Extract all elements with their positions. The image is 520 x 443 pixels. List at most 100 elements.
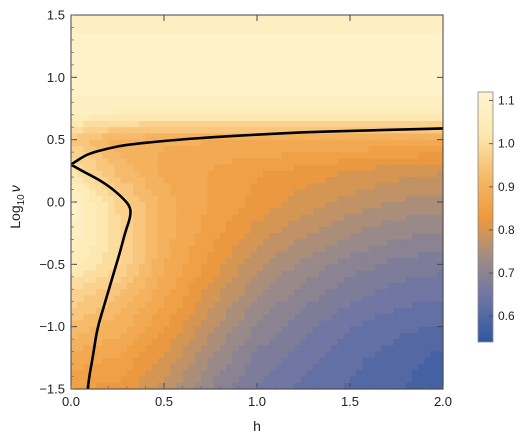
- heat-cell: [412, 158, 419, 166]
- heat-cell: [244, 345, 252, 353]
- heat-cell: [368, 301, 376, 309]
- heat-cell: [170, 195, 177, 203]
- heat-cell: [387, 270, 394, 278]
- heat-cell: [356, 233, 363, 240]
- heat-cell: [102, 120, 109, 128]
- heat-cell: [257, 220, 264, 228]
- heat-cell: [312, 83, 320, 91]
- heat-cell: [356, 52, 363, 60]
- heat-cell: [176, 170, 184, 178]
- heat-cell: [312, 64, 320, 72]
- heat-cell: [244, 170, 252, 178]
- heat-cell: [393, 345, 401, 353]
- heat-cell: [226, 214, 233, 222]
- heat-cell: [232, 326, 239, 334]
- heat-cell: [393, 339, 401, 346]
- heat-cell: [356, 351, 363, 359]
- heat-cell: [120, 64, 128, 72]
- heat-cell: [95, 251, 103, 259]
- heat-cell: [164, 114, 171, 122]
- heat-cell: [182, 364, 190, 371]
- heat-cell: [102, 77, 109, 85]
- heat-cell: [95, 39, 103, 47]
- heat-cell: [294, 170, 301, 178]
- heat-cell: [381, 27, 388, 35]
- heat-cell: [374, 33, 382, 41]
- heat-cell: [114, 332, 122, 340]
- heat-cell: [288, 326, 295, 334]
- heat-cell: [102, 283, 109, 290]
- heat-cell: [145, 108, 153, 116]
- heat-cell: [300, 133, 308, 141]
- heat-cell: [430, 357, 438, 365]
- heat-cell: [343, 314, 351, 322]
- heat-cell: [238, 195, 246, 203]
- heat-cell: [114, 276, 122, 284]
- heat-cell: [108, 264, 115, 272]
- heat-cell: [176, 345, 184, 353]
- heat-cell: [170, 120, 177, 128]
- heat-cell: [83, 108, 91, 116]
- heat-cell: [418, 226, 425, 234]
- heat-cell: [405, 52, 413, 60]
- heat-cell: [207, 145, 215, 153]
- heat-cell: [350, 108, 357, 116]
- heat-cell: [374, 145, 382, 153]
- heat-cell: [436, 170, 444, 178]
- heat-cell: [133, 33, 140, 41]
- heat-cell: [139, 71, 146, 78]
- heat-cell: [114, 96, 122, 103]
- heat-cell: [213, 83, 221, 91]
- heat-cell: [126, 83, 134, 91]
- heat-cell: [356, 245, 363, 253]
- heat-cell: [294, 102, 301, 110]
- heat-cell: [381, 83, 388, 91]
- heat-cell: [436, 27, 444, 35]
- heat-cell: [244, 102, 252, 110]
- heat-cell: [164, 170, 171, 178]
- heat-cell: [219, 170, 227, 178]
- heat-cell: [133, 332, 140, 340]
- heat-cell: [343, 139, 351, 147]
- heat-cell: [226, 364, 233, 371]
- heat-cell: [381, 376, 388, 384]
- heat-cell: [250, 320, 258, 328]
- heat-cell: [281, 27, 289, 35]
- heat-cell: [244, 339, 252, 346]
- heat-cell: [319, 226, 326, 234]
- heat-cell: [405, 77, 413, 85]
- heat-cell: [275, 320, 283, 328]
- heat-cell: [300, 208, 308, 216]
- heat-cell: [418, 152, 425, 159]
- heat-cell: [294, 208, 301, 216]
- heat-cell: [263, 264, 270, 272]
- heat-cell: [350, 233, 357, 240]
- heat-cell: [436, 46, 444, 53]
- heat-cell: [381, 33, 388, 41]
- heat-cell: [145, 52, 153, 60]
- heat-cell: [133, 283, 140, 290]
- heat-cell: [250, 314, 258, 322]
- heat-cell: [368, 114, 376, 122]
- heat-cell: [244, 139, 252, 147]
- heat-cell: [294, 114, 301, 122]
- heat-cell: [77, 351, 84, 359]
- heat-cell: [89, 46, 97, 53]
- heat-cell: [133, 58, 140, 66]
- heat-cell: [195, 64, 202, 72]
- heat-cell: [325, 195, 332, 203]
- heat-cell: [257, 64, 264, 72]
- heat-cell: [238, 177, 246, 184]
- heat-cell: [436, 158, 444, 166]
- heat-cell: [71, 364, 78, 371]
- heat-cell: [182, 145, 190, 153]
- heat-cell: [126, 307, 134, 315]
- heat-cell: [288, 295, 295, 303]
- heat-cell: [356, 276, 363, 284]
- heat-cell: [71, 102, 78, 110]
- heat-cell: [102, 96, 109, 103]
- heat-cell: [232, 158, 239, 166]
- heat-cell: [83, 226, 91, 234]
- heat-cell: [337, 133, 345, 141]
